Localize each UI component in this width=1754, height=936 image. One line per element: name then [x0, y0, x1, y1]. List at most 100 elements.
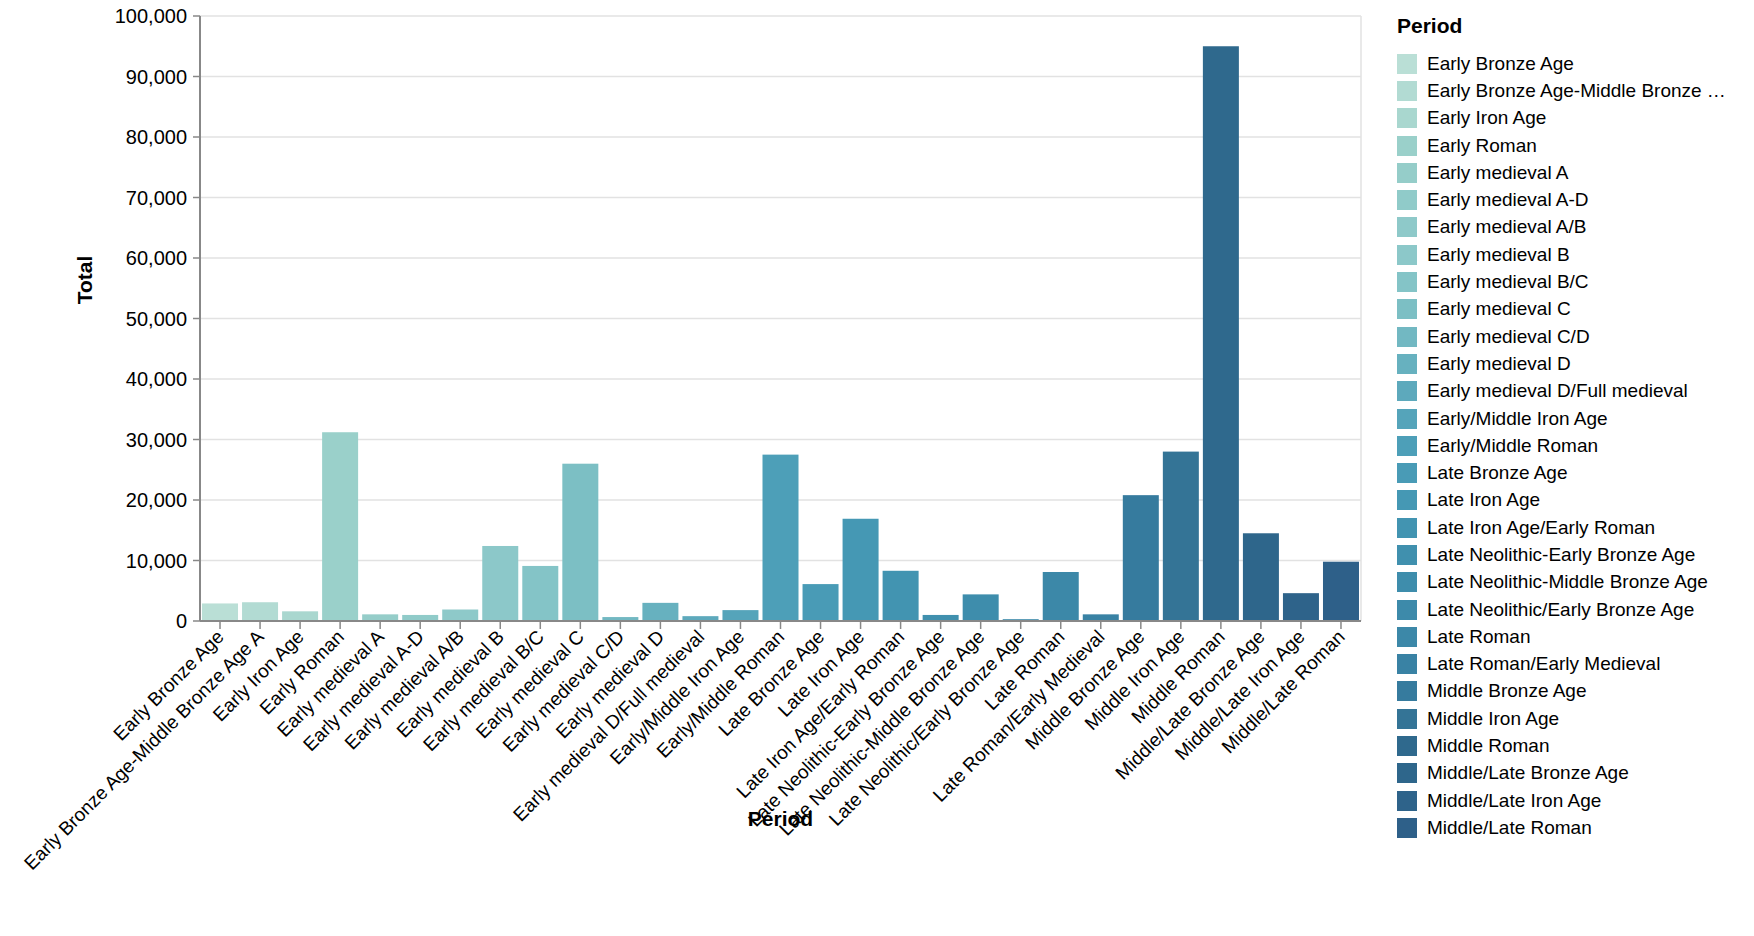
y-tick-label: 20,000	[126, 489, 187, 511]
bar[interactable]	[522, 566, 558, 621]
legend-label: Late Iron Age	[1427, 489, 1540, 511]
legend-title: Period	[1397, 14, 1747, 38]
legend-item: Middle Bronze Age	[1397, 678, 1747, 705]
legend-item: Early Bronze Age-Middle Bronze …	[1397, 77, 1747, 104]
legend-label: Middle Roman	[1427, 735, 1550, 757]
legend-label: Late Roman	[1427, 626, 1531, 648]
bar[interactable]	[1123, 495, 1159, 621]
legend-item: Early Roman	[1397, 132, 1747, 159]
legend-swatch-icon	[1397, 681, 1417, 701]
legend-label: Middle/Late Bronze Age	[1427, 762, 1629, 784]
bar[interactable]	[1243, 533, 1279, 621]
page: 010,00020,00030,00040,00050,00060,00070,…	[0, 0, 1754, 936]
legend-swatch-icon	[1397, 791, 1417, 811]
legend-label: Late Bronze Age	[1427, 462, 1568, 484]
legend-label: Early Roman	[1427, 135, 1537, 157]
legend-swatch-icon	[1397, 736, 1417, 756]
legend-label: Early medieval D/Full medieval	[1427, 380, 1688, 402]
bar[interactable]	[202, 603, 238, 621]
legend-swatch-icon	[1397, 381, 1417, 401]
legend-swatch-icon	[1397, 327, 1417, 347]
legend-item: Early medieval B/C	[1397, 268, 1747, 295]
bar[interactable]	[282, 611, 318, 621]
legend-item: Early medieval C	[1397, 296, 1747, 323]
legend-item: Middle Iron Age	[1397, 705, 1747, 732]
legend-swatch-icon	[1397, 136, 1417, 156]
legend-item: Late Neolithic-Early Bronze Age	[1397, 541, 1747, 568]
bar[interactable]	[803, 584, 839, 621]
legend: Period Early Bronze Age Early Bronze Age-…	[1397, 12, 1747, 842]
legend-swatch-icon	[1397, 409, 1417, 429]
x-tick-label: Early Bronze Age-Middle Bronze Age A	[20, 626, 268, 874]
legend-item: Middle/Late Roman	[1397, 814, 1747, 841]
legend-item: Early/Middle Roman	[1397, 432, 1747, 459]
bar[interactable]	[642, 603, 678, 621]
legend-item: Early/Middle Iron Age	[1397, 405, 1747, 432]
legend-swatch-icon	[1397, 272, 1417, 292]
legend-label: Early medieval B/C	[1427, 271, 1589, 293]
y-tick-label: 70,000	[126, 187, 187, 209]
legend-swatch-icon	[1397, 354, 1417, 374]
bar[interactable]	[1323, 562, 1359, 621]
legend-item: Late Bronze Age	[1397, 459, 1747, 486]
legend-swatch-icon	[1397, 217, 1417, 237]
bar[interactable]	[322, 432, 358, 621]
legend-item: Late Roman	[1397, 623, 1747, 650]
legend-swatch-icon	[1397, 81, 1417, 101]
bar-chart: 010,00020,00030,00040,00050,00060,00070,…	[0, 0, 1390, 936]
legend-item: Late Neolithic/Early Bronze Age	[1397, 596, 1747, 623]
legend-label: Early medieval D	[1427, 353, 1571, 375]
bar[interactable]	[883, 571, 919, 621]
legend-label: Early medieval A/B	[1427, 216, 1586, 238]
legend-items: Early Bronze Age Early Bronze Age-Middle …	[1397, 50, 1747, 842]
legend-label: Early Bronze Age	[1427, 53, 1574, 75]
legend-swatch-icon	[1397, 818, 1417, 838]
legend-swatch-icon	[1397, 545, 1417, 565]
legend-swatch-icon	[1397, 709, 1417, 729]
legend-swatch-icon	[1397, 463, 1417, 483]
y-tick-label: 50,000	[126, 308, 187, 330]
bar[interactable]	[482, 546, 518, 621]
legend-label: Early medieval B	[1427, 244, 1570, 266]
legend-swatch-icon	[1397, 54, 1417, 74]
bar[interactable]	[1163, 452, 1199, 621]
y-tick-label: 100,000	[115, 5, 187, 27]
legend-swatch-icon	[1397, 600, 1417, 620]
legend-item: Early Iron Age	[1397, 105, 1747, 132]
legend-item: Late Iron Age/Early Roman	[1397, 514, 1747, 541]
legend-item: Early medieval B	[1397, 241, 1747, 268]
legend-swatch-icon	[1397, 299, 1417, 319]
legend-item: Late Neolithic-Middle Bronze Age	[1397, 569, 1747, 596]
bar[interactable]	[722, 610, 758, 621]
bar[interactable]	[763, 455, 799, 621]
x-axis-title: Period	[748, 807, 813, 830]
bar[interactable]	[1043, 572, 1079, 621]
legend-item: Early medieval A-D	[1397, 186, 1747, 213]
legend-label: Middle Iron Age	[1427, 708, 1559, 730]
legend-item: Early Bronze Age	[1397, 50, 1747, 77]
legend-label: Early/Middle Iron Age	[1427, 408, 1608, 430]
y-axis-title: Total	[73, 256, 96, 305]
bar[interactable]	[1203, 46, 1239, 621]
bar[interactable]	[562, 464, 598, 621]
legend-item: Early medieval A/B	[1397, 214, 1747, 241]
legend-label: Early Bronze Age-Middle Bronze …	[1427, 80, 1726, 102]
bar[interactable]	[1283, 593, 1319, 621]
legend-label: Early medieval C/D	[1427, 326, 1590, 348]
legend-label: Late Roman/Early Medieval	[1427, 653, 1660, 675]
bar[interactable]	[442, 610, 478, 621]
legend-swatch-icon	[1397, 572, 1417, 592]
legend-swatch-icon	[1397, 763, 1417, 783]
legend-swatch-icon	[1397, 654, 1417, 674]
legend-swatch-icon	[1397, 108, 1417, 128]
legend-item: Early medieval D/Full medieval	[1397, 378, 1747, 405]
legend-item: Early medieval A	[1397, 159, 1747, 186]
y-tick-label: 80,000	[126, 126, 187, 148]
legend-swatch-icon	[1397, 245, 1417, 265]
legend-item: Early medieval D	[1397, 350, 1747, 377]
bar[interactable]	[843, 519, 879, 621]
bar[interactable]	[242, 602, 278, 621]
legend-label: Late Iron Age/Early Roman	[1427, 517, 1655, 539]
legend-label: Middle/Late Iron Age	[1427, 790, 1601, 812]
bar[interactable]	[963, 594, 999, 621]
